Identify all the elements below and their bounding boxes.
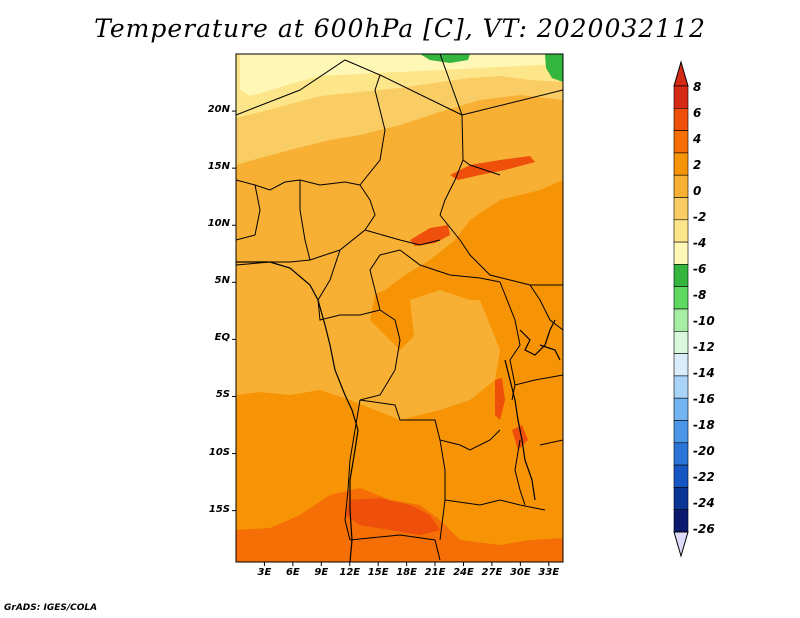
temp-band-4-to-6-rift (512, 425, 528, 450)
colorbar-label: -2 (693, 210, 707, 224)
colorbar-swatch (673, 197, 689, 221)
lon-tick-label: 27E (481, 567, 503, 578)
lat-tick-label: 15S (208, 503, 230, 515)
colorbar-label: -8 (693, 288, 707, 302)
colorbar-label: 8 (693, 80, 702, 94)
lat-tick-label: 10N (207, 218, 230, 230)
credit-text: GrADS: IGES/COLA (4, 603, 98, 613)
colorbar-swatch (673, 464, 689, 488)
colorbar-swatch (673, 174, 689, 198)
lon-tick-label: 3E (257, 567, 272, 578)
lat-tick-label: 20N (207, 104, 230, 116)
colorbar-swatch (673, 85, 689, 109)
colorbar-label: 4 (693, 132, 702, 146)
latitude-ticks (232, 110, 236, 512)
longitude-ticks (263, 562, 550, 566)
temp-band-4-to-6-lakes (495, 378, 505, 420)
colorbar-swatch (673, 487, 689, 510)
colorbar-swatch (673, 442, 689, 466)
colorbar-swatch (673, 108, 689, 131)
colorbar-swatch (673, 397, 689, 421)
lon-tick-label: 12E (339, 567, 361, 578)
colorbar-label: 6 (693, 106, 702, 120)
colorbar-swatch (673, 375, 689, 399)
temp-band-4-to-6-central-south (345, 498, 440, 535)
lat-tick-label: 5S (215, 389, 230, 401)
country-borders (236, 54, 563, 561)
colorbar-bottom-arrow (673, 531, 689, 558)
lon-tick-label: 18E (396, 567, 417, 578)
colorbar-swatch (673, 330, 689, 354)
colorbar-label: -10 (693, 314, 715, 328)
colorbar-label: 0 (693, 184, 702, 198)
lon-tick-label: 33E (538, 567, 560, 578)
colorbar-label: -18 (693, 418, 715, 432)
colorbar-label: -24 (693, 496, 715, 510)
coastline (236, 261, 561, 562)
lon-tick-label: 30E (509, 567, 531, 578)
lat-tick-label: EQ (214, 332, 230, 344)
colorbar-label: -16 (693, 392, 715, 406)
colorbar-swatch (673, 286, 689, 310)
temp-band-4-to-6-northeast (450, 156, 535, 180)
colorbar-swatch (673, 353, 689, 377)
colorbar-swatch (673, 241, 689, 265)
colorbar-top-arrow (673, 60, 689, 87)
colorbar-label: -6 (693, 262, 707, 276)
temp-band-minus6-to-minus4-northeast (545, 54, 563, 82)
lat-tick-label: 15N (207, 161, 230, 173)
colorbar-label: -12 (693, 340, 715, 354)
colorbar-swatch (673, 130, 689, 154)
colorbar-label: -26 (693, 522, 715, 536)
colorbar (673, 60, 689, 558)
temp-band-minus4-north-edge (240, 54, 563, 96)
lon-tick-label: 6E (285, 567, 300, 578)
lon-tick-label: 15E (367, 567, 389, 578)
colorbar-label: 2 (693, 158, 702, 172)
colorbar-swatch (673, 420, 689, 444)
lon-tick-label: 24E (453, 567, 474, 578)
colorbar-label: -22 (693, 470, 715, 484)
colorbar-swatch (673, 509, 689, 533)
lat-tick-label: 5N (214, 275, 230, 287)
temp-band-minus6-to-minus4-north (420, 54, 470, 63)
lon-tick-label: 9E (314, 567, 329, 578)
temp-band-0-to-2-central (410, 290, 490, 375)
colorbar-label: -20 (693, 444, 715, 458)
colorbar-swatch (673, 152, 689, 176)
lon-tick-label: 21E (424, 567, 446, 578)
temp-band-4-to-6-central (410, 225, 450, 246)
colorbar-swatch (673, 264, 689, 287)
map-title: Temperature at 600hPa [C], VT: 202003211… (94, 14, 706, 43)
map-frame (235, 53, 564, 563)
colorbar-label: -4 (693, 236, 707, 250)
lat-tick-label: 10S (208, 446, 230, 458)
temperature-field (236, 54, 563, 562)
colorbar-label: -14 (693, 366, 715, 380)
colorbar-swatch (673, 308, 689, 332)
colorbar-swatch (673, 219, 689, 243)
